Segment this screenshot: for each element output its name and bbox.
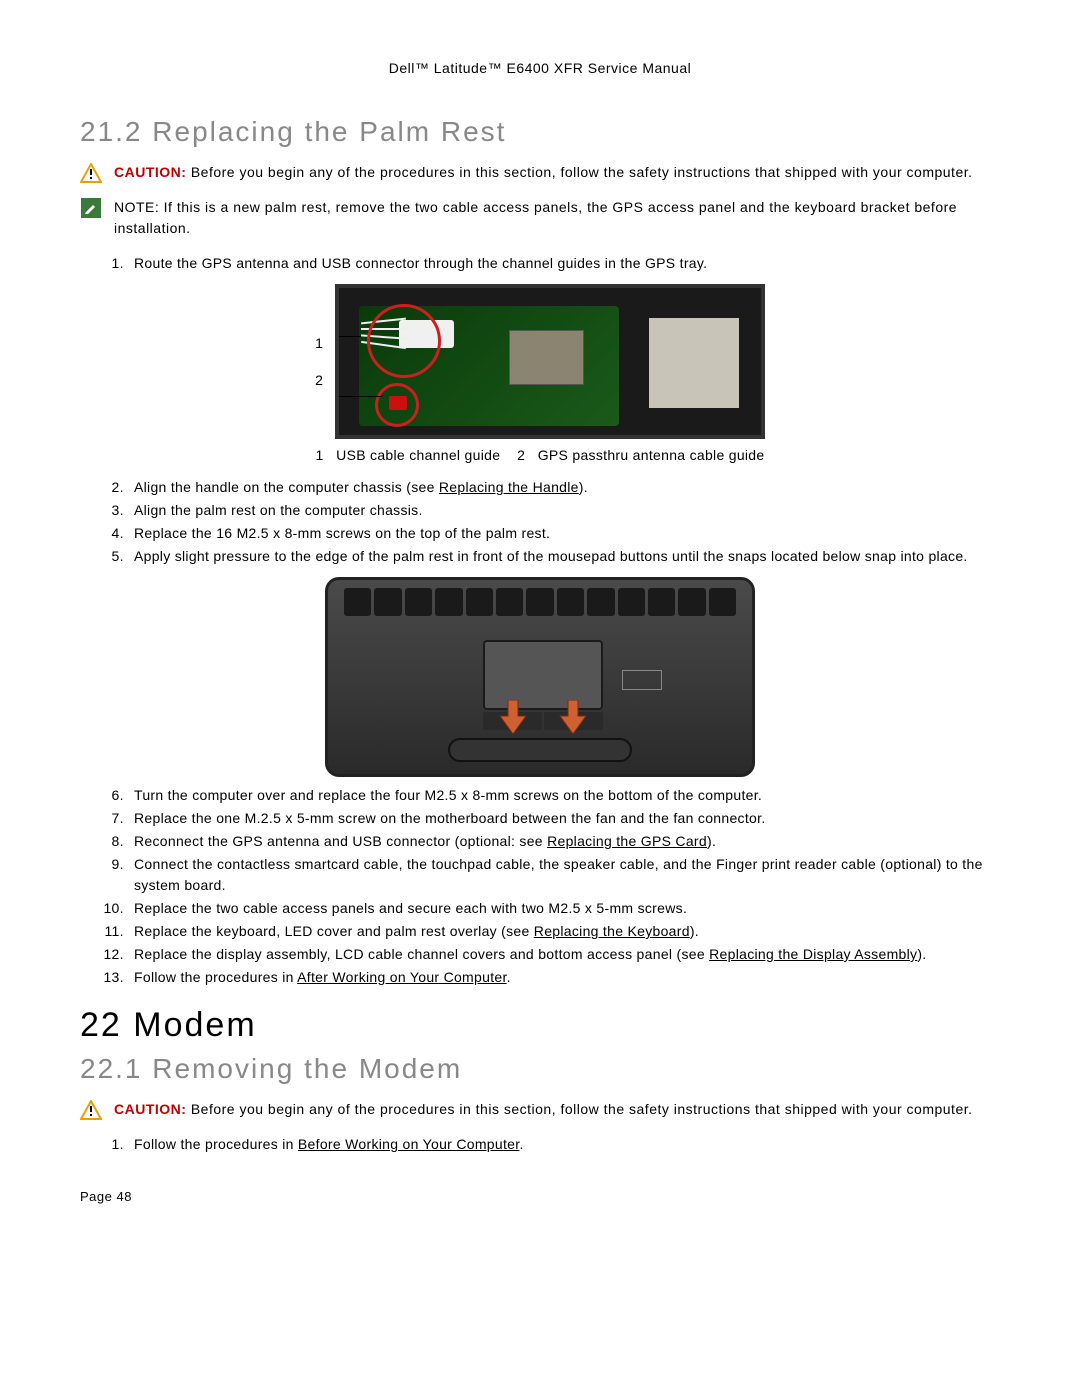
step-10: Replace the two cable access panels and … [128,898,1000,919]
figure-1-legend: 1 USB cable channel guide 2 GPS passthru… [80,447,1000,463]
link-after-working[interactable]: After Working on Your Computer [297,969,507,985]
caution-text-22: CAUTION: Before you begin any of the pro… [114,1099,973,1120]
step-9: Connect the contactless smartcard cable,… [128,854,1000,896]
step-12: Replace the display assembly, LCD cable … [128,944,1000,965]
figure-2 [80,577,1000,777]
note-notice: NOTE: If this is a new palm rest, remove… [80,197,1000,239]
section-22-title: 22 Modem [80,1006,1000,1045]
section-21-2-title: 21.2 Replacing the Palm Rest [80,116,1000,148]
step-13: Follow the procedures in After Working o… [128,967,1000,988]
step-6: Turn the computer over and replace the f… [128,785,1000,806]
step-11: Replace the keyboard, LED cover and palm… [128,921,1000,942]
steps-list-22: Follow the procedures in Before Working … [128,1134,1000,1155]
step-5: Apply slight pressure to the edge of the… [128,546,1000,567]
steps-list-1: Route the GPS antenna and USB connector … [128,253,1000,274]
step-4: Replace the 16 M2.5 x 8-mm screws on the… [128,523,1000,544]
link-before-working[interactable]: Before Working on Your Computer [298,1136,520,1152]
step-22-1: Follow the procedures in Before Working … [128,1134,1000,1155]
note-icon [80,198,102,218]
arrow-down-icon [498,700,528,730]
note-text: NOTE: If this is a new palm rest, remove… [114,197,1000,239]
step-7: Replace the one M.2.5 x 5-mm screw on th… [128,808,1000,829]
figure-1: 1 2 [80,284,1000,439]
page-header: Dell™ Latitude™ E6400 XFR Service Manual [80,60,1000,76]
note-label: NOTE: [114,199,159,215]
gps-tray-image [335,284,765,439]
figure-1-callouts: 1 2 [315,325,323,398]
caution-label: CAUTION: [114,164,186,180]
caution-notice-22: CAUTION: Before you begin any of the pro… [80,1099,1000,1120]
steps-list-2: Align the handle on the computer chassis… [128,477,1000,567]
page-number: Page 48 [80,1189,1000,1204]
caution-icon [80,1100,102,1120]
caution-notice: CAUTION: Before you begin any of the pro… [80,162,1000,183]
step-3: Align the palm rest on the computer chas… [128,500,1000,521]
link-replacing-gps-card[interactable]: Replacing the GPS Card [547,833,707,849]
steps-list-3: Turn the computer over and replace the f… [128,785,1000,988]
manual-page: Dell™ Latitude™ E6400 XFR Service Manual… [0,0,1080,1397]
link-replacing-handle[interactable]: Replacing the Handle [439,479,579,495]
step-8: Reconnect the GPS antenna and USB connec… [128,831,1000,852]
section-22-1-title: 22.1 Removing the Modem [80,1053,1000,1085]
link-replacing-display-assembly[interactable]: Replacing the Display Assembly [709,946,917,962]
caution-icon [80,163,102,183]
step-2: Align the handle on the computer chassis… [128,477,1000,498]
caution-label: CAUTION: [114,1101,186,1117]
arrow-down-icon [558,700,588,730]
step-1: Route the GPS antenna and USB connector … [128,253,1000,274]
caution-text: CAUTION: Before you begin any of the pro… [114,162,973,183]
palmrest-image [325,577,755,777]
link-replacing-keyboard[interactable]: Replacing the Keyboard [534,923,690,939]
